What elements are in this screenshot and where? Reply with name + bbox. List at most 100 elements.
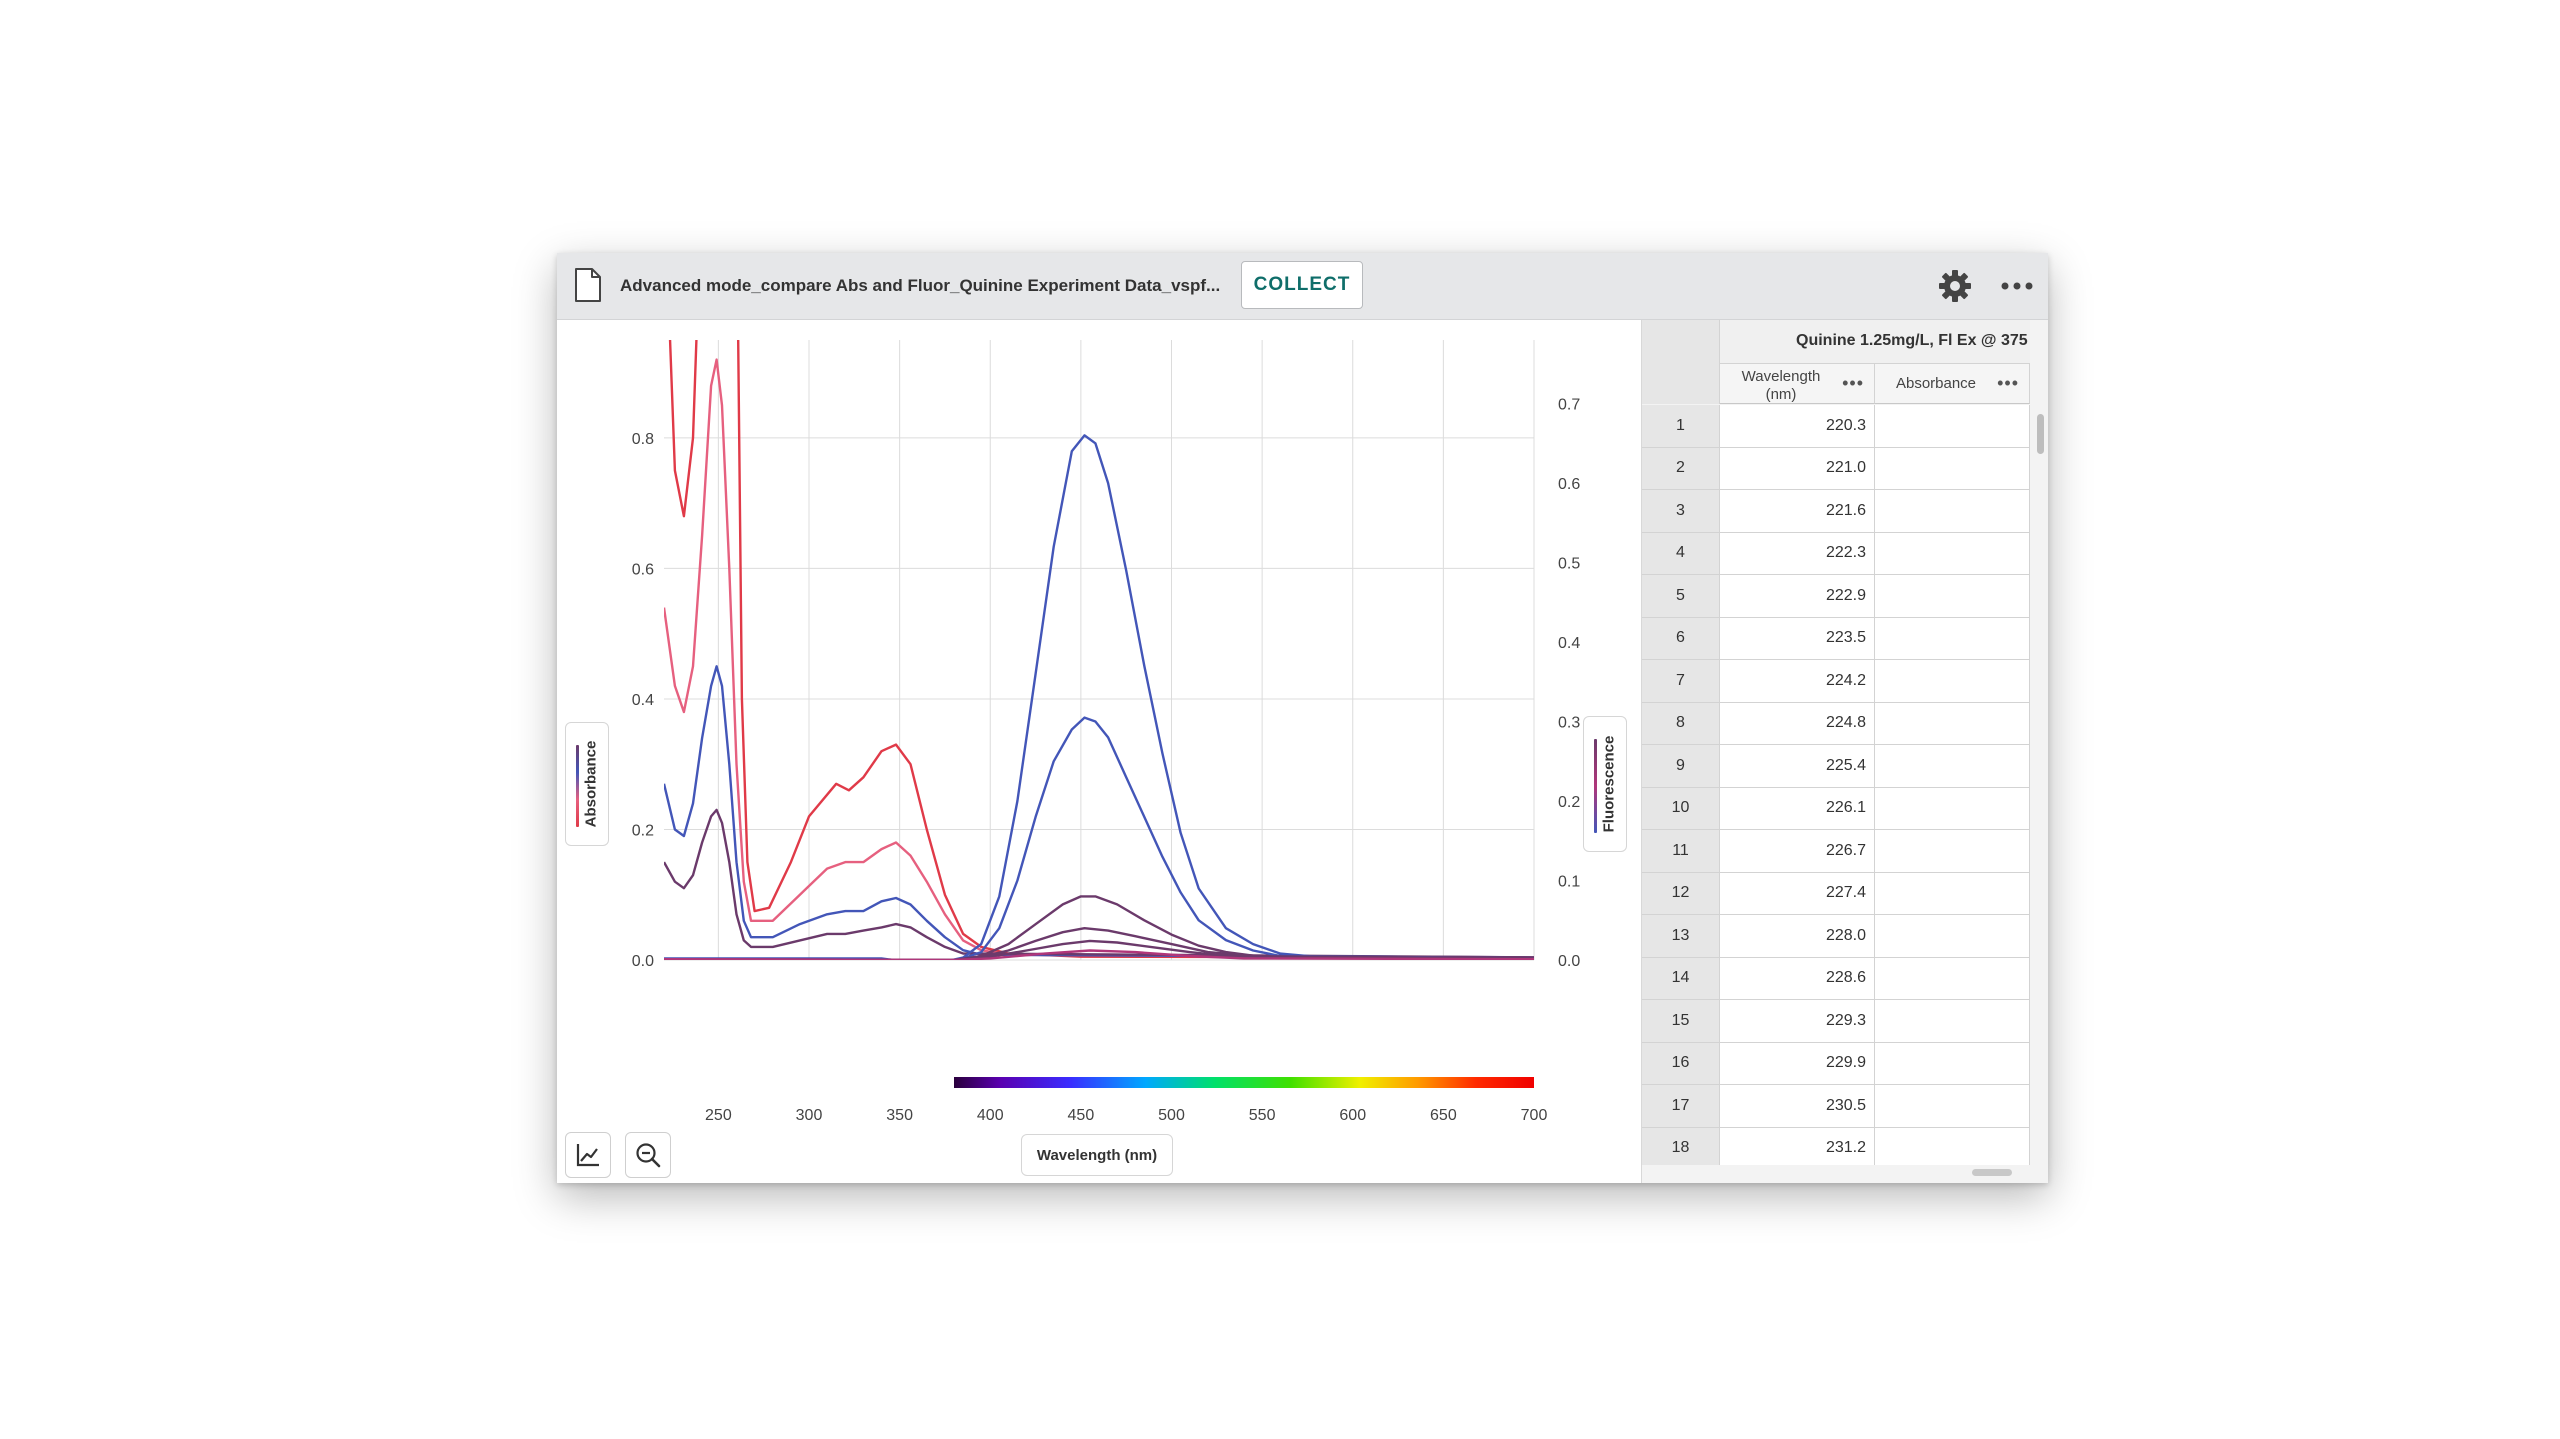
x-tick-label: 550 xyxy=(1249,1107,1276,1124)
absorbance-cell[interactable] xyxy=(1875,787,2030,830)
zoom-out-button[interactable] xyxy=(625,1132,671,1178)
x-tick-label: 350 xyxy=(886,1107,913,1124)
wavelength-cell[interactable]: 220.3 xyxy=(1720,405,1875,448)
table-row[interactable]: 10 226.1 xyxy=(1642,787,2030,830)
wavelength-cell[interactable]: 230.5 xyxy=(1720,1085,1875,1128)
horizontal-scrollbar[interactable] xyxy=(1972,1169,2012,1176)
app-window: Advanced mode_compare Abs and Fluor_Quin… xyxy=(557,253,2048,1183)
graph-options-button[interactable] xyxy=(565,1132,611,1178)
x-tick-label: 700 xyxy=(1521,1107,1548,1124)
absorbance-cell[interactable] xyxy=(1875,617,2030,660)
wavelength-cell[interactable]: 225.4 xyxy=(1720,745,1875,788)
graph-area[interactable]: 250 300 350 400 450 500 550 600 650 700 0.0 0.2 0.4 0… xyxy=(557,320,1640,1183)
absorbance-cell[interactable] xyxy=(1875,1085,2030,1128)
absorbance-series-line[interactable] xyxy=(664,808,1534,959)
table-row[interactable]: 3 221.6 xyxy=(1642,490,2030,533)
wavelength-cell[interactable]: 226.7 xyxy=(1720,830,1875,873)
wavelength-cell[interactable]: 222.3 xyxy=(1720,532,1875,575)
y2-tick-label: 0.0 xyxy=(1558,953,1580,970)
absorbance-cell[interactable] xyxy=(1875,1000,2030,1043)
table-row[interactable]: 13 228.0 xyxy=(1642,915,2030,958)
wavelength-cell[interactable]: 229.3 xyxy=(1720,1000,1875,1043)
vertical-scrollbar[interactable] xyxy=(2037,414,2044,454)
absorbance-cell[interactable] xyxy=(1875,1042,2030,1085)
row-number: 10 xyxy=(1642,787,1720,830)
table-row[interactable]: 14 228.6 xyxy=(1642,957,2030,1000)
data-table[interactable]: Quinine 1.25mg/L, Fl Ex @ 375 nm Wavelen… xyxy=(1641,320,2048,1183)
wavelength-cell[interactable]: 224.8 xyxy=(1720,702,1875,745)
column-menu-icon[interactable]: ••• xyxy=(1842,373,1864,393)
column-menu-icon[interactable]: ••• xyxy=(1997,373,2019,393)
table-row[interactable]: 4 222.3 xyxy=(1642,532,2030,575)
row-number: 17 xyxy=(1642,1085,1720,1128)
absorbance-cell[interactable] xyxy=(1875,872,2030,915)
table-row[interactable]: 11 226.7 xyxy=(1642,830,2030,873)
absorbance-cell[interactable] xyxy=(1875,957,2030,1000)
table-row[interactable]: 18 231.2 xyxy=(1642,1127,2030,1165)
absorbance-series-line[interactable] xyxy=(664,320,1534,959)
table-row[interactable]: 1 220.3 xyxy=(1642,405,2030,448)
absorbance-series-line[interactable] xyxy=(664,358,1534,959)
y2-tick-label: 0.4 xyxy=(1558,635,1580,652)
wavelength-cell[interactable]: 228.0 xyxy=(1720,915,1875,958)
row-number: 18 xyxy=(1642,1127,1720,1165)
y-tick-label: 0.2 xyxy=(632,822,654,839)
wavelength-cell[interactable]: 223.5 xyxy=(1720,617,1875,660)
x-tick-label: 300 xyxy=(796,1107,823,1124)
collect-button[interactable]: COLLECT xyxy=(1241,261,1363,309)
gear-icon[interactable] xyxy=(1937,268,1973,304)
table-row[interactable]: 17 230.5 xyxy=(1642,1085,2030,1128)
table-row[interactable]: 7 224.2 xyxy=(1642,660,2030,703)
spectrum-plot[interactable]: 250 300 350 400 450 500 550 600 650 700 0.0 0.2 0.4 0… xyxy=(557,320,1640,1183)
table-row[interactable]: 16 229.9 xyxy=(1642,1042,2030,1085)
x-axis-label[interactable]: Wavelength (nm) xyxy=(1021,1134,1173,1176)
fluorescence-axis-label[interactable]: Fluorescence xyxy=(1583,716,1627,852)
absorbance-cell[interactable] xyxy=(1875,745,2030,788)
table-row[interactable]: 5 222.9 xyxy=(1642,575,2030,618)
table-rows: 1 220.3 2 221.0 3 221.6 4 222.3 5 222.9 6 223.5 7 224… xyxy=(1642,405,2030,1165)
wavelength-cell[interactable]: 227.4 xyxy=(1720,872,1875,915)
row-number: 14 xyxy=(1642,957,1720,1000)
wavelength-cell[interactable]: 231.2 xyxy=(1720,1127,1875,1165)
dataset-header[interactable]: Quinine 1.25mg/L, Fl Ex @ 375 nm xyxy=(1720,320,2030,364)
wavelength-cell[interactable]: 229.9 xyxy=(1720,1042,1875,1085)
table-row[interactable]: 2 221.0 xyxy=(1642,447,2030,490)
absorbance-cell[interactable] xyxy=(1875,447,2030,490)
more-options-icon[interactable] xyxy=(1997,268,2037,304)
y2-tick-label: 0.6 xyxy=(1558,476,1580,493)
absorbance-cell[interactable] xyxy=(1875,915,2030,958)
absorbance-cell[interactable] xyxy=(1875,405,2030,448)
wavelength-cell[interactable]: 222.9 xyxy=(1720,575,1875,618)
wavelength-cell[interactable]: 226.1 xyxy=(1720,787,1875,830)
table-row[interactable]: 15 229.3 xyxy=(1642,1000,2030,1043)
table-row[interactable]: 12 227.4 xyxy=(1642,872,2030,915)
absorbance-cell[interactable] xyxy=(1875,660,2030,703)
table-row[interactable]: 6 223.5 xyxy=(1642,617,2030,660)
wavelength-cell[interactable]: 224.2 xyxy=(1720,660,1875,703)
absorbance-series-line[interactable] xyxy=(664,665,1534,959)
row-number: 13 xyxy=(1642,915,1720,958)
absorbance-cell[interactable] xyxy=(1875,575,2030,618)
fluorescence-series-line[interactable] xyxy=(664,949,1534,961)
x-tick-label: 650 xyxy=(1430,1107,1457,1124)
row-number: 8 xyxy=(1642,702,1720,745)
absorbance-cell[interactable] xyxy=(1875,1127,2030,1165)
wavelength-cell[interactable]: 228.6 xyxy=(1720,957,1875,1000)
y2-tick-label: 0.7 xyxy=(1558,397,1580,414)
row-number: 7 xyxy=(1642,660,1720,703)
file-icon[interactable] xyxy=(573,267,603,303)
table-row[interactable]: 9 225.4 xyxy=(1642,745,2030,788)
absorbance-cell[interactable] xyxy=(1875,490,2030,533)
absorbance-axis-label[interactable]: Absorbance xyxy=(565,722,609,846)
column-header-wavelength[interactable]: Wavelength (nm) ••• xyxy=(1720,364,1875,404)
table-row[interactable]: 8 224.8 xyxy=(1642,702,2030,745)
file-title[interactable]: Advanced mode_compare Abs and Fluor_Quin… xyxy=(620,276,1221,295)
x-tick-label: 500 xyxy=(1158,1107,1185,1124)
absorbance-cell[interactable] xyxy=(1875,532,2030,575)
absorbance-cell[interactable] xyxy=(1875,830,2030,873)
wavelength-cell[interactable]: 221.6 xyxy=(1720,490,1875,533)
wavelength-cell[interactable]: 221.0 xyxy=(1720,447,1875,490)
absorbance-cell[interactable] xyxy=(1875,702,2030,745)
column-header-absorbance[interactable]: Absorbance ••• xyxy=(1875,364,2030,404)
row-number: 15 xyxy=(1642,1000,1720,1043)
